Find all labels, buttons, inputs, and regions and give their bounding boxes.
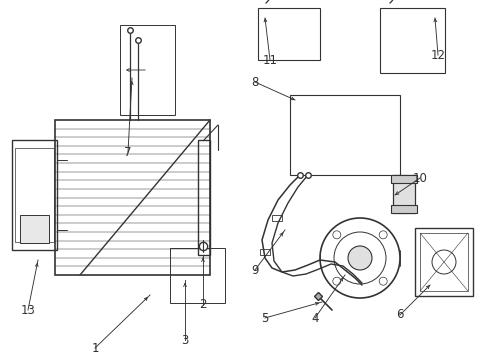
Text: 3: 3 bbox=[181, 333, 188, 346]
Bar bbox=[120, 25, 175, 115]
Bar bbox=[392, 175, 414, 213]
Text: 11: 11 bbox=[262, 54, 277, 67]
Bar bbox=[271, 215, 282, 221]
Text: 8: 8 bbox=[251, 76, 258, 89]
Bar bbox=[20, 215, 49, 243]
Text: 5: 5 bbox=[261, 311, 268, 324]
Bar bbox=[258, 8, 319, 60]
Text: 6: 6 bbox=[395, 309, 403, 321]
Bar bbox=[198, 140, 209, 255]
Text: 2: 2 bbox=[199, 298, 206, 311]
Bar bbox=[390, 205, 416, 213]
Text: 13: 13 bbox=[20, 303, 35, 316]
Text: 7: 7 bbox=[124, 145, 131, 158]
Bar bbox=[260, 249, 269, 255]
Bar bbox=[12, 140, 57, 250]
Text: 1: 1 bbox=[91, 342, 99, 355]
Circle shape bbox=[347, 246, 371, 270]
Bar bbox=[55, 120, 209, 275]
Bar bbox=[170, 248, 224, 303]
Text: 10: 10 bbox=[412, 171, 427, 185]
Text: 12: 12 bbox=[429, 49, 445, 62]
Bar bbox=[379, 8, 444, 73]
Text: 4: 4 bbox=[311, 311, 318, 324]
Text: 9: 9 bbox=[251, 264, 258, 276]
Bar bbox=[289, 95, 399, 175]
Bar bbox=[419, 233, 467, 291]
Bar bbox=[414, 228, 472, 296]
Bar bbox=[15, 148, 54, 242]
Bar bbox=[390, 175, 416, 183]
